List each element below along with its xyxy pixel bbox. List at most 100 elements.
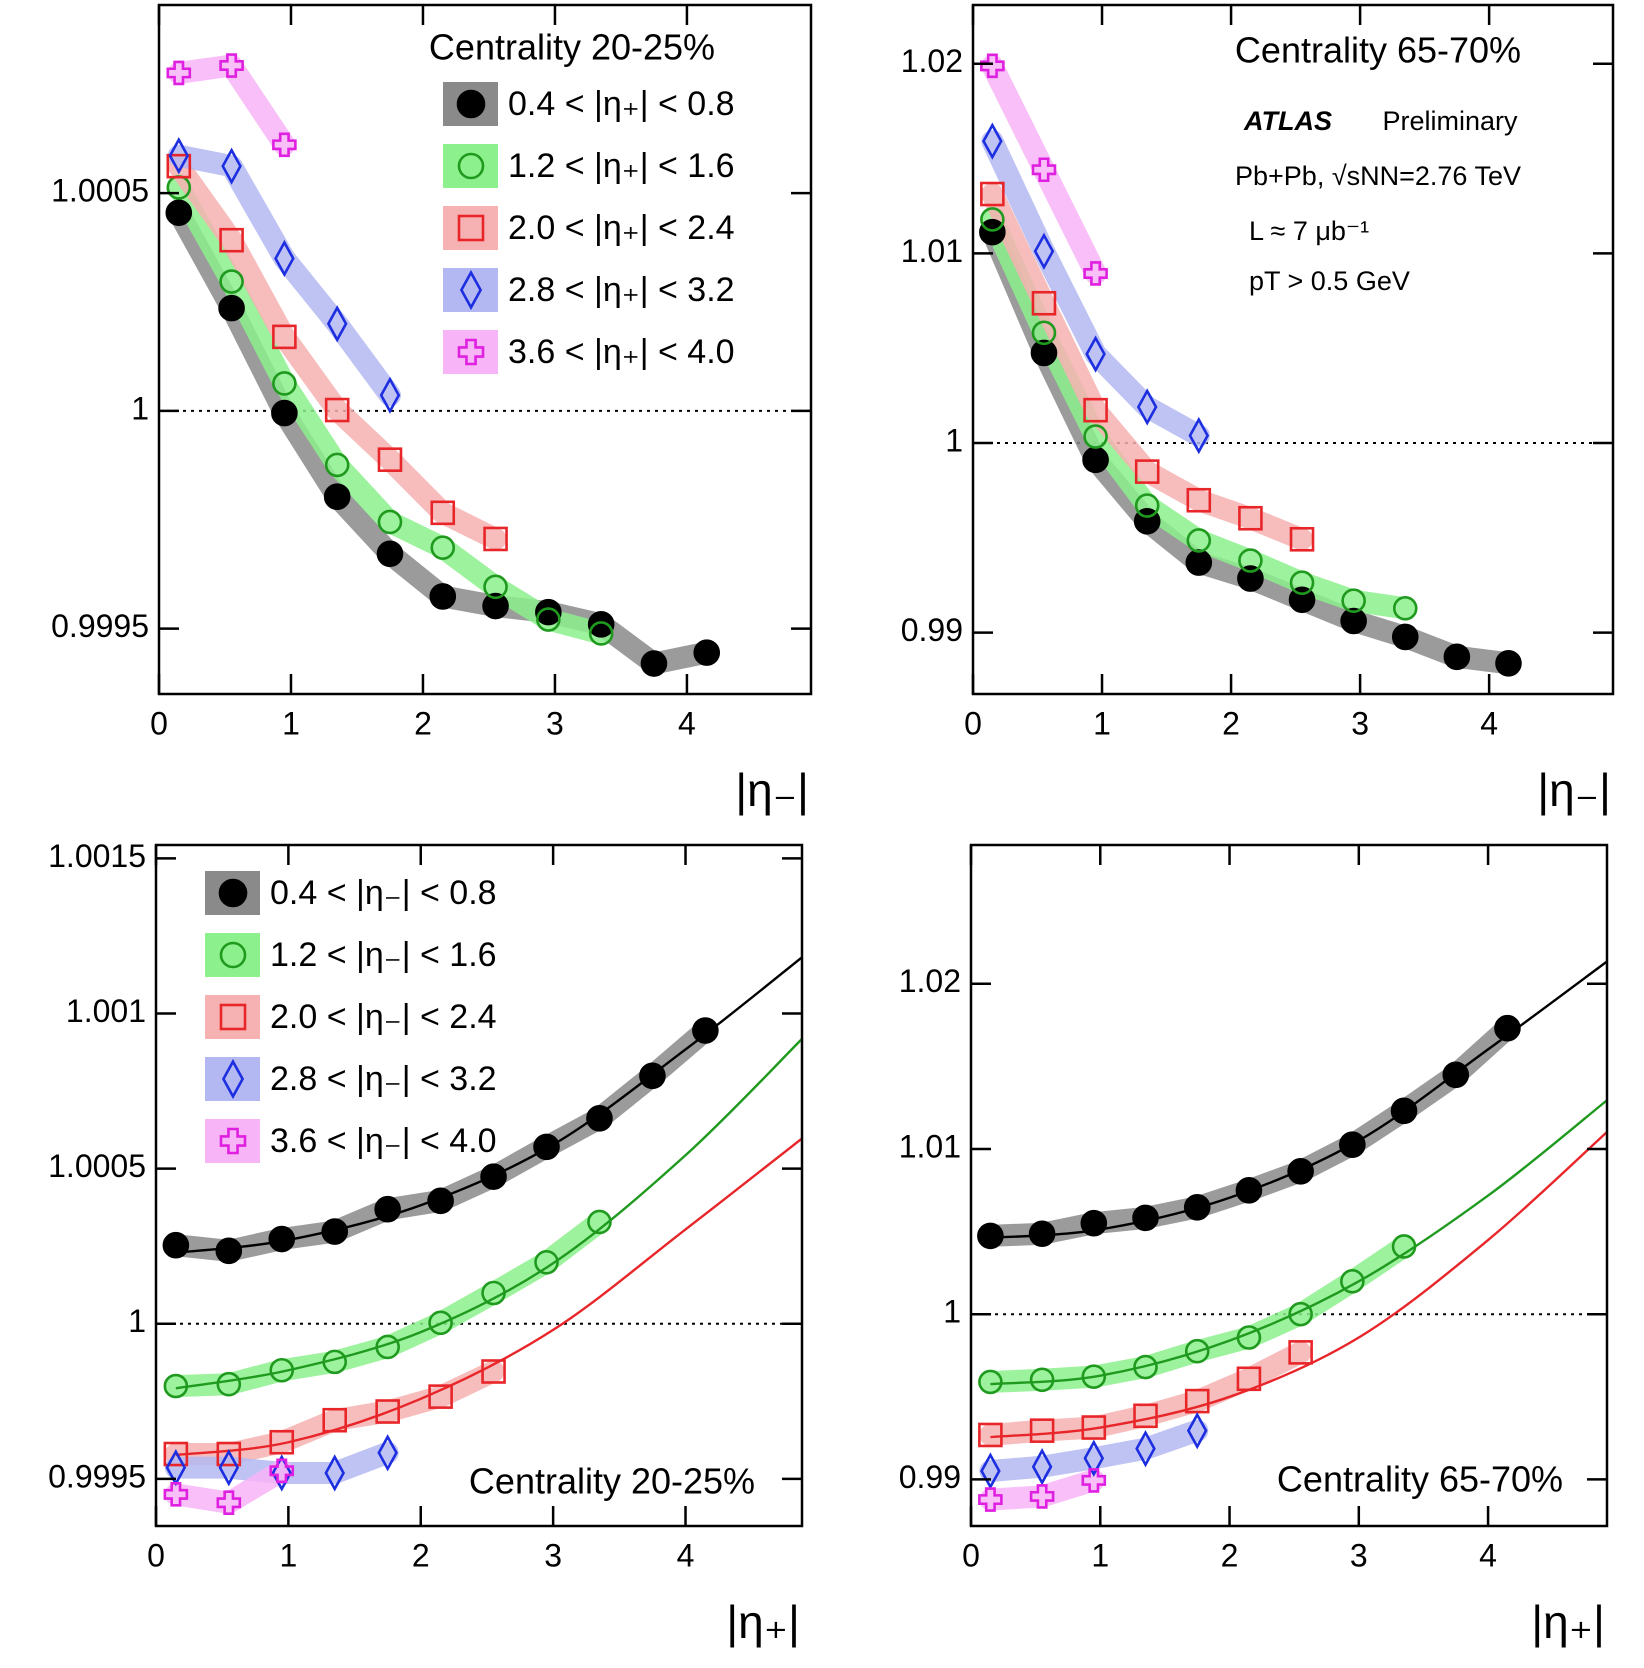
marker bbox=[166, 60, 192, 86]
x-tick-label: 3 bbox=[544, 1537, 562, 1573]
marker bbox=[1236, 1366, 1262, 1392]
error-band bbox=[981, 208, 1417, 620]
y-tick-label: 1.0005 bbox=[51, 173, 149, 209]
marker bbox=[168, 137, 190, 175]
marker bbox=[1287, 1157, 1314, 1185]
panel-title: Centrality 20-25% bbox=[469, 1461, 755, 1502]
legend: 0.4 < |η₋| < 0.8 1.2 < |η₋| < 1.6 2.0 < |η… bbox=[205, 871, 497, 1163]
x-tick-label: 0 bbox=[962, 1537, 980, 1573]
legend-label: 2.0 < |η₊| < 2.4 bbox=[508, 209, 735, 247]
marker bbox=[271, 399, 298, 427]
x-tick-label: 2 bbox=[412, 1537, 430, 1573]
marker bbox=[219, 941, 247, 969]
marker bbox=[536, 607, 561, 632]
marker bbox=[323, 483, 351, 511]
x-tick-label: 4 bbox=[1480, 705, 1498, 741]
panel: 0.9995 1 1.0005 0 1 2 3 4 |η₋| Centrality 20-25% 0… bbox=[51, 3, 813, 816]
marker bbox=[1186, 1412, 1208, 1450]
y-tick-label: 1 bbox=[943, 1294, 961, 1330]
panel-title: Centrality 65-70% bbox=[1277, 1459, 1563, 1500]
x-tick-label: 0 bbox=[964, 705, 982, 741]
marker bbox=[692, 1017, 719, 1044]
marker bbox=[379, 376, 401, 414]
marker bbox=[1135, 1430, 1156, 1468]
marker bbox=[219, 1003, 247, 1031]
marker bbox=[427, 1187, 454, 1215]
marker bbox=[377, 1434, 398, 1472]
marker bbox=[456, 89, 486, 119]
marker bbox=[221, 1058, 245, 1100]
x-tick-label: 1 bbox=[1093, 705, 1111, 741]
marker bbox=[481, 1280, 506, 1306]
marker bbox=[1186, 528, 1212, 553]
x-tick-label: 4 bbox=[678, 705, 696, 741]
error-band bbox=[164, 1459, 293, 1514]
marker bbox=[215, 1237, 243, 1265]
y-tick-label: 0.99 bbox=[901, 612, 963, 648]
y-tick-label: 0.9995 bbox=[48, 1458, 146, 1494]
marker bbox=[977, 1222, 1004, 1250]
marker bbox=[219, 227, 244, 253]
error-band bbox=[167, 176, 613, 645]
marker bbox=[374, 1195, 401, 1223]
y-tick-label: 1 bbox=[128, 1303, 146, 1339]
panel-title: Centrality 20-25% bbox=[429, 27, 715, 68]
y-tick-label: 1.0005 bbox=[48, 1148, 146, 1184]
x-tick-label: 1 bbox=[1091, 1537, 1109, 1573]
marker bbox=[980, 207, 1005, 232]
marker bbox=[268, 1225, 296, 1253]
marker bbox=[163, 1373, 189, 1399]
marker bbox=[1183, 1194, 1211, 1221]
marker bbox=[1031, 320, 1057, 346]
marker bbox=[1237, 565, 1264, 592]
legend-swatch bbox=[205, 995, 260, 1039]
plot-area bbox=[159, 53, 811, 677]
y-tick-label: 0.99 bbox=[899, 1459, 961, 1495]
y-tick-label: 1 bbox=[945, 422, 963, 458]
marker bbox=[375, 1334, 400, 1360]
y-tick-label: 1.01 bbox=[899, 1128, 961, 1164]
x-tick-label: 0 bbox=[150, 705, 168, 741]
marker bbox=[1083, 397, 1108, 423]
marker bbox=[218, 878, 248, 908]
annotation: pT > 0.5 GeV bbox=[1249, 266, 1410, 296]
y-tick-label: 1.02 bbox=[899, 963, 961, 999]
marker bbox=[1288, 1301, 1313, 1327]
fit-line bbox=[175, 1038, 802, 1390]
marker bbox=[980, 53, 1005, 79]
x-tick-label: 3 bbox=[1350, 1537, 1368, 1573]
error-band bbox=[164, 1210, 611, 1398]
legend-label: 2.0 < |η₋| < 2.4 bbox=[270, 998, 497, 1036]
marker bbox=[321, 1218, 349, 1245]
marker bbox=[430, 535, 456, 560]
marker bbox=[322, 1407, 348, 1433]
legend-swatch bbox=[443, 144, 498, 188]
marker bbox=[1134, 493, 1160, 518]
marker bbox=[483, 574, 508, 600]
legend-label: 2.8 < |η₊| < 3.2 bbox=[508, 271, 735, 309]
x-tick-label: 2 bbox=[1222, 705, 1240, 741]
marker bbox=[269, 1429, 295, 1455]
marker bbox=[1028, 1220, 1056, 1248]
marker bbox=[1031, 157, 1057, 183]
marker bbox=[1340, 607, 1367, 635]
marker bbox=[324, 452, 350, 478]
marker bbox=[1390, 1097, 1418, 1125]
marker bbox=[1029, 1484, 1055, 1509]
marker bbox=[482, 592, 509, 620]
marker bbox=[1085, 335, 1106, 373]
marker bbox=[269, 1458, 295, 1484]
annotation: Pb+Pb, √sNN=2.76 TeV bbox=[1235, 161, 1521, 191]
marker bbox=[324, 397, 350, 423]
marker bbox=[1442, 1061, 1470, 1089]
marker bbox=[533, 1133, 560, 1161]
marker bbox=[1391, 1234, 1417, 1259]
marker bbox=[1184, 1338, 1210, 1364]
marker bbox=[1132, 1204, 1159, 1232]
marker bbox=[163, 1482, 189, 1507]
marker bbox=[693, 639, 721, 666]
marker bbox=[218, 294, 245, 322]
marker bbox=[1340, 1269, 1365, 1294]
marker bbox=[1031, 1448, 1053, 1486]
